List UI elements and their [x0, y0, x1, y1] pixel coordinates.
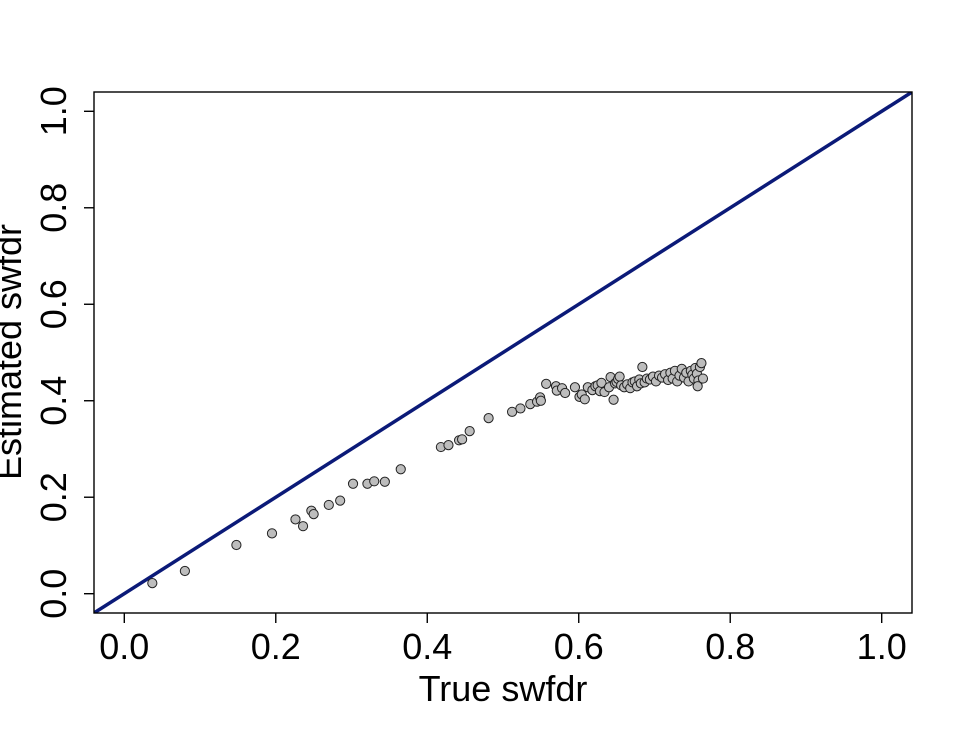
data-point [231, 539, 242, 551]
data-point [579, 394, 590, 405]
data-point [637, 361, 648, 373]
x-tick-label: 0.4 [402, 626, 452, 667]
data-point [515, 403, 526, 414]
reference-line-layer [94, 92, 912, 613]
x-tick-label: 0.8 [705, 626, 755, 667]
y-axis-title: Estimated swfdr [0, 224, 29, 480]
data-point [347, 478, 359, 489]
data-point [266, 528, 278, 539]
y-tick-label: 0.0 [33, 569, 74, 619]
x-tick-label: 0.2 [251, 626, 301, 667]
x-axis-title: True swfdr [419, 668, 588, 709]
data-point [535, 395, 546, 406]
y-tick-label: 0.4 [33, 376, 74, 426]
data-point [696, 358, 707, 369]
data-point [443, 440, 454, 451]
data-point [457, 434, 468, 445]
data-point [395, 464, 406, 475]
data-point [308, 509, 319, 520]
data-point [290, 514, 301, 525]
data-point [541, 378, 552, 389]
data-point [464, 426, 475, 437]
data-point [379, 476, 390, 487]
plot-frame [93, 91, 913, 614]
x-tick-label: 0.0 [99, 626, 149, 667]
points-layer [147, 358, 709, 589]
data-point [614, 371, 625, 382]
data-point [179, 565, 190, 577]
y-tick-label: 0.8 [33, 183, 74, 233]
data-point [297, 521, 309, 532]
data-point [506, 406, 518, 417]
axes-layer: 0.0 0.2 0.4 0.6 0.8 1.0 0.0 0.2 0.4 0.6 0.8 1.0 [33, 86, 907, 667]
data-point [369, 476, 380, 487]
x-tick-label: 1.0 [857, 626, 907, 667]
data-point [335, 495, 346, 506]
y-tick-label: 0.2 [33, 472, 74, 522]
data-point [569, 382, 581, 393]
data-point [560, 387, 571, 399]
data-point [596, 377, 607, 388]
identity-reference-line [94, 92, 912, 613]
y-tick-label: 0.6 [33, 279, 74, 329]
y-tick-label: 1.0 [33, 86, 74, 136]
data-point [692, 381, 703, 392]
data-point [697, 373, 709, 384]
data-point [323, 499, 334, 511]
x-tick-label: 0.6 [554, 626, 604, 667]
data-point [147, 577, 158, 589]
data-point [608, 394, 619, 405]
data-point [483, 413, 494, 424]
